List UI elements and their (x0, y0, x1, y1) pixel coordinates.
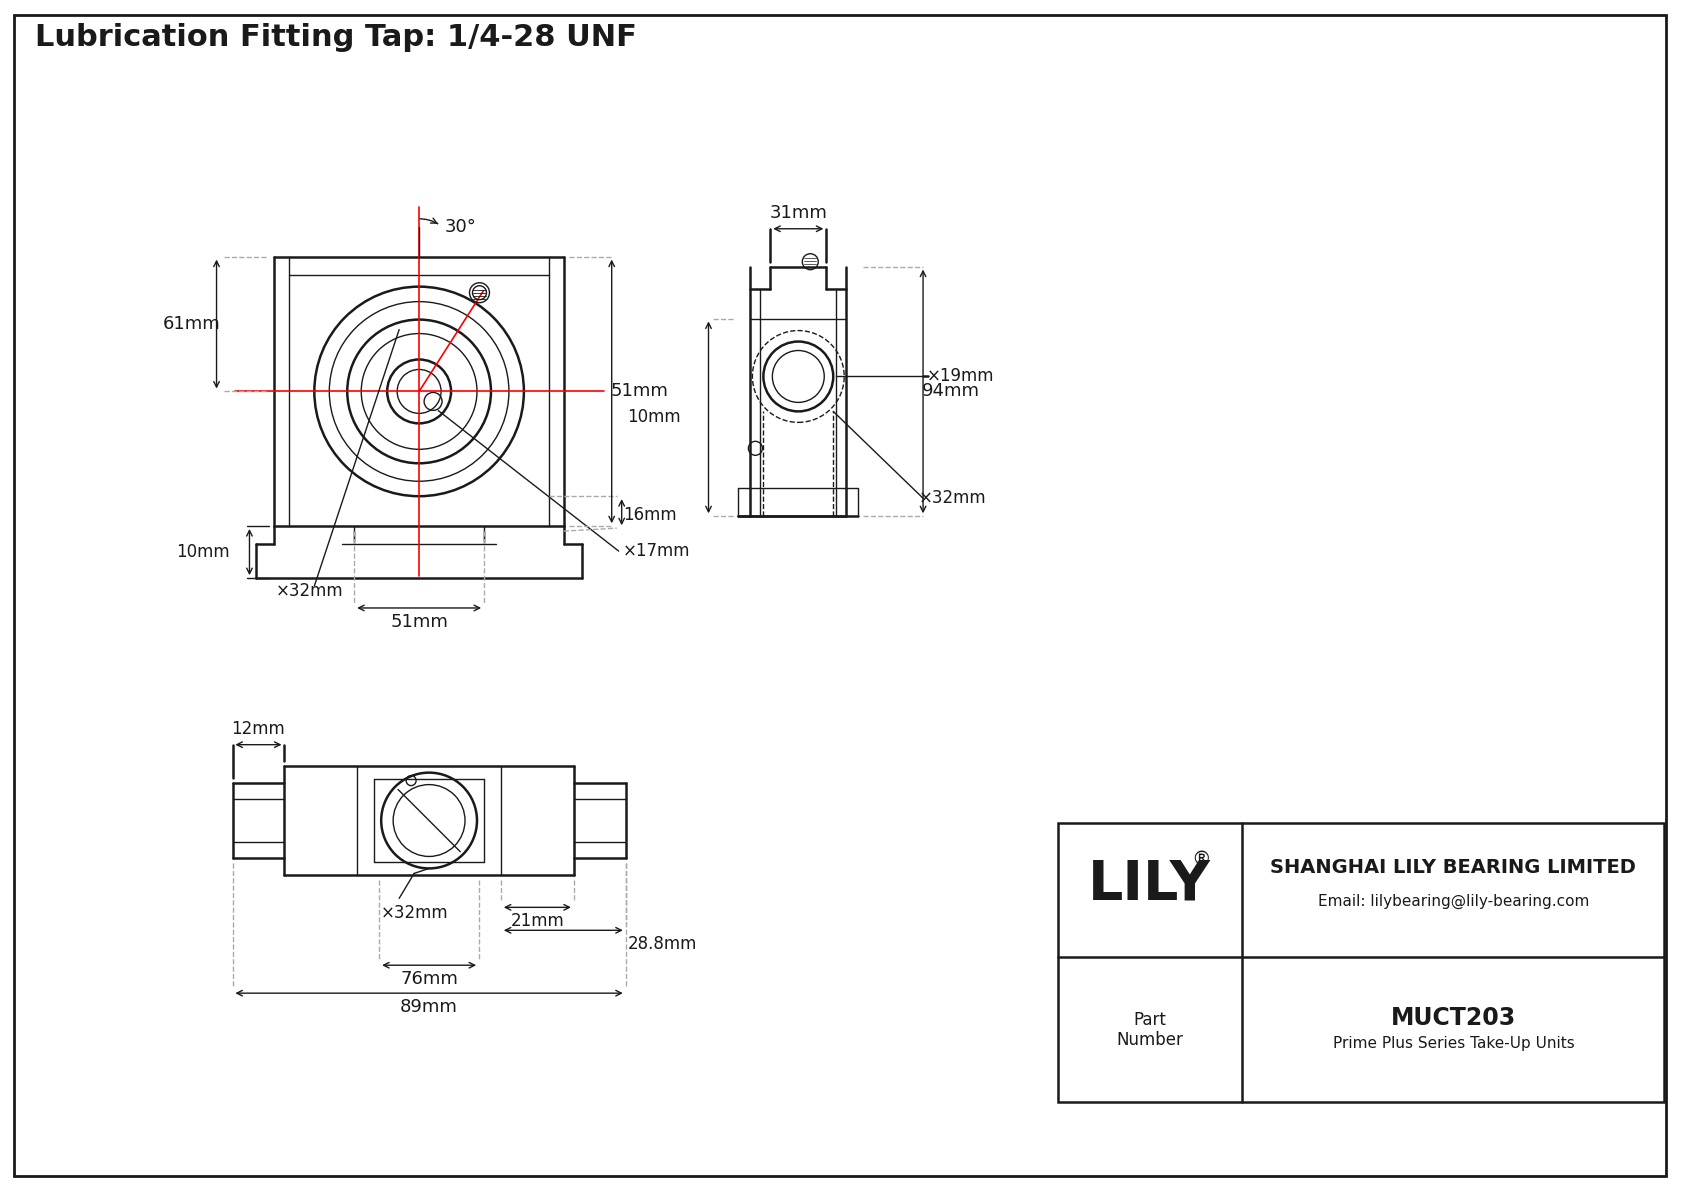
Text: 94mm: 94mm (921, 382, 980, 400)
Text: 89mm: 89mm (401, 998, 458, 1016)
Text: SHANGHAI LILY BEARING LIMITED: SHANGHAI LILY BEARING LIMITED (1270, 859, 1637, 878)
Text: Number: Number (1116, 1030, 1182, 1048)
Text: 61mm: 61mm (163, 316, 221, 333)
Text: 12mm: 12mm (232, 719, 285, 737)
Text: ×19mm: ×19mm (928, 368, 995, 386)
Text: LILY: LILY (1088, 858, 1211, 912)
Text: 30°: 30° (445, 218, 477, 236)
Text: 28.8mm: 28.8mm (628, 935, 697, 953)
Text: Part: Part (1133, 1011, 1165, 1029)
Text: MUCT203: MUCT203 (1391, 1005, 1516, 1029)
Text: 51mm: 51mm (611, 382, 669, 400)
Text: 10mm: 10mm (175, 543, 229, 561)
Bar (1058, 823, 1664, 1102)
Text: Lubrication Fitting Tap: 1/4-28 UNF: Lubrication Fitting Tap: 1/4-28 UNF (35, 23, 637, 51)
Text: 51mm: 51mm (391, 613, 448, 631)
Text: 21mm: 21mm (510, 912, 564, 930)
Text: 16mm: 16mm (623, 506, 677, 524)
Text: Email: lilybearing@lily-bearing.com: Email: lilybearing@lily-bearing.com (1319, 894, 1590, 910)
Text: 31mm: 31mm (770, 204, 827, 222)
Text: ×32mm: ×32mm (381, 904, 448, 922)
Text: 10mm: 10mm (626, 409, 680, 426)
Text: ×32mm: ×32mm (919, 490, 987, 507)
Text: ×32mm: ×32mm (276, 582, 344, 600)
Text: ×17mm: ×17mm (623, 542, 690, 560)
Text: ®: ® (1192, 850, 1211, 869)
Text: 76mm: 76mm (401, 971, 458, 989)
Text: Prime Plus Series Take-Up Units: Prime Plus Series Take-Up Units (1332, 1036, 1575, 1050)
